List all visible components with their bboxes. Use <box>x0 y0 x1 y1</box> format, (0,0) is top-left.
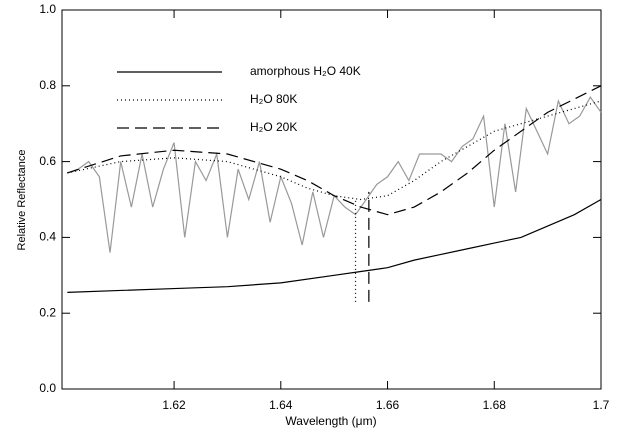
x-tick-label: 1.62 <box>162 398 186 412</box>
legend-label: H₂O 80K <box>250 92 297 106</box>
x-tick-label: 1.68 <box>483 398 507 412</box>
x-tick-label: 1.7 <box>593 398 610 412</box>
legend-label: H₂O 20K <box>250 120 297 134</box>
legend-label: amorphous H₂O 40K <box>250 64 361 78</box>
series-line <box>67 198 602 293</box>
y-tick-label: 0.8 <box>39 78 56 92</box>
y-tick-label: 1.0 <box>39 2 56 16</box>
x-tick-label: 1.66 <box>376 398 400 412</box>
series-line <box>67 100 602 201</box>
x-tick-label: 1.64 <box>269 398 293 412</box>
x-axis-label: Wavelength (μm) <box>285 414 376 428</box>
y-tick-label: 0.0 <box>39 381 56 395</box>
y-tick-label: 0.2 <box>39 305 56 319</box>
y-tick-label: 0.4 <box>39 230 56 244</box>
y-tick-label: 0.6 <box>39 154 56 168</box>
series-line <box>67 85 602 216</box>
y-axis-label: Relative Reflectance <box>16 150 28 251</box>
series-line <box>67 96 602 253</box>
